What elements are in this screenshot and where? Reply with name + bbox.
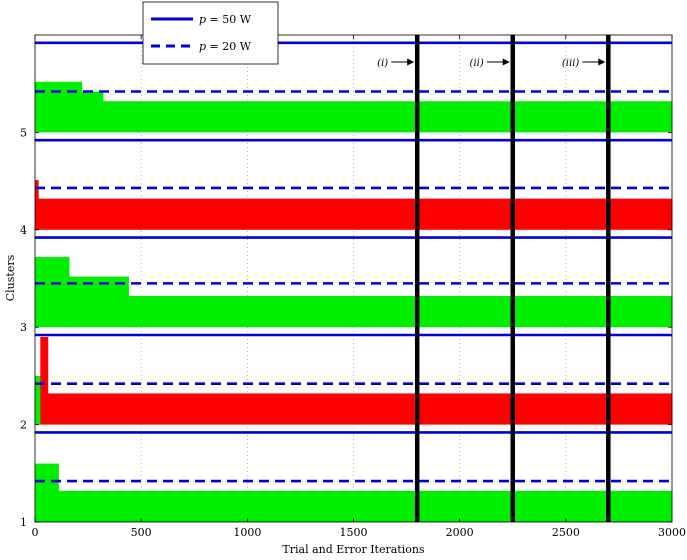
y-tick-label: 5 xyxy=(20,126,27,139)
cluster-3-bar xyxy=(35,257,70,328)
cluster-1-bar xyxy=(58,490,673,522)
marker-label: (ii) xyxy=(470,58,484,69)
cluster-3-bar xyxy=(68,276,129,328)
cluster-5-bar xyxy=(102,101,673,133)
iteration-markers: (i) (ii) (iii) xyxy=(377,35,611,522)
y-tick-label: 1 xyxy=(20,516,27,529)
cluster-4-bar xyxy=(38,198,673,230)
x-tick-label: 3000 xyxy=(658,526,686,539)
cluster-2-bar xyxy=(47,393,673,425)
axis-ticks: 0 500 1000 1500 2000 2500 3000 1 2 3 4 5 xyxy=(20,35,686,539)
x-tick-label: 2500 xyxy=(552,526,580,539)
y-tick-label: 4 xyxy=(20,224,27,237)
x-tick-label: 2000 xyxy=(446,526,474,539)
legend-label-variable: p xyxy=(199,40,206,53)
legend-label: p = 20 W xyxy=(199,40,252,53)
legend-label-value: = 20 W xyxy=(206,40,252,53)
y-axis-label: Clusters xyxy=(4,254,17,301)
cluster-1-bar xyxy=(35,463,59,522)
x-axis-label: Trial and Error Iterations xyxy=(282,543,425,556)
legend: p = 50 Wp = 20 W xyxy=(142,1,279,65)
x-tick-label: 500 xyxy=(131,526,152,539)
marker-arrowhead xyxy=(407,58,415,66)
cluster-2-bar xyxy=(40,336,49,425)
legend-label-value: = 50 W xyxy=(206,13,252,26)
cluster-bars xyxy=(35,81,673,522)
marker-label: (i) xyxy=(377,58,388,69)
y-tick-label: 3 xyxy=(20,321,27,334)
x-tick-label: 0 xyxy=(32,526,39,539)
marker-arrowhead xyxy=(502,58,510,66)
cluster-5-bar xyxy=(81,91,104,133)
marker-arrowhead xyxy=(598,58,606,66)
cluster-3-bar xyxy=(128,296,673,328)
cluster-4-bar xyxy=(35,180,39,230)
cluster-2-bar xyxy=(35,375,41,425)
marker-label: (iii) xyxy=(562,58,579,69)
x-tick-label: 1000 xyxy=(233,526,261,539)
legend-label-variable: p xyxy=(199,13,206,26)
legend-box xyxy=(142,1,279,65)
x-tick-label: 1500 xyxy=(340,526,368,539)
y-tick-label: 2 xyxy=(20,419,27,432)
threshold-lines xyxy=(35,41,672,483)
legend-label: p = 50 W xyxy=(199,13,252,26)
cluster-5-bar xyxy=(35,81,83,133)
